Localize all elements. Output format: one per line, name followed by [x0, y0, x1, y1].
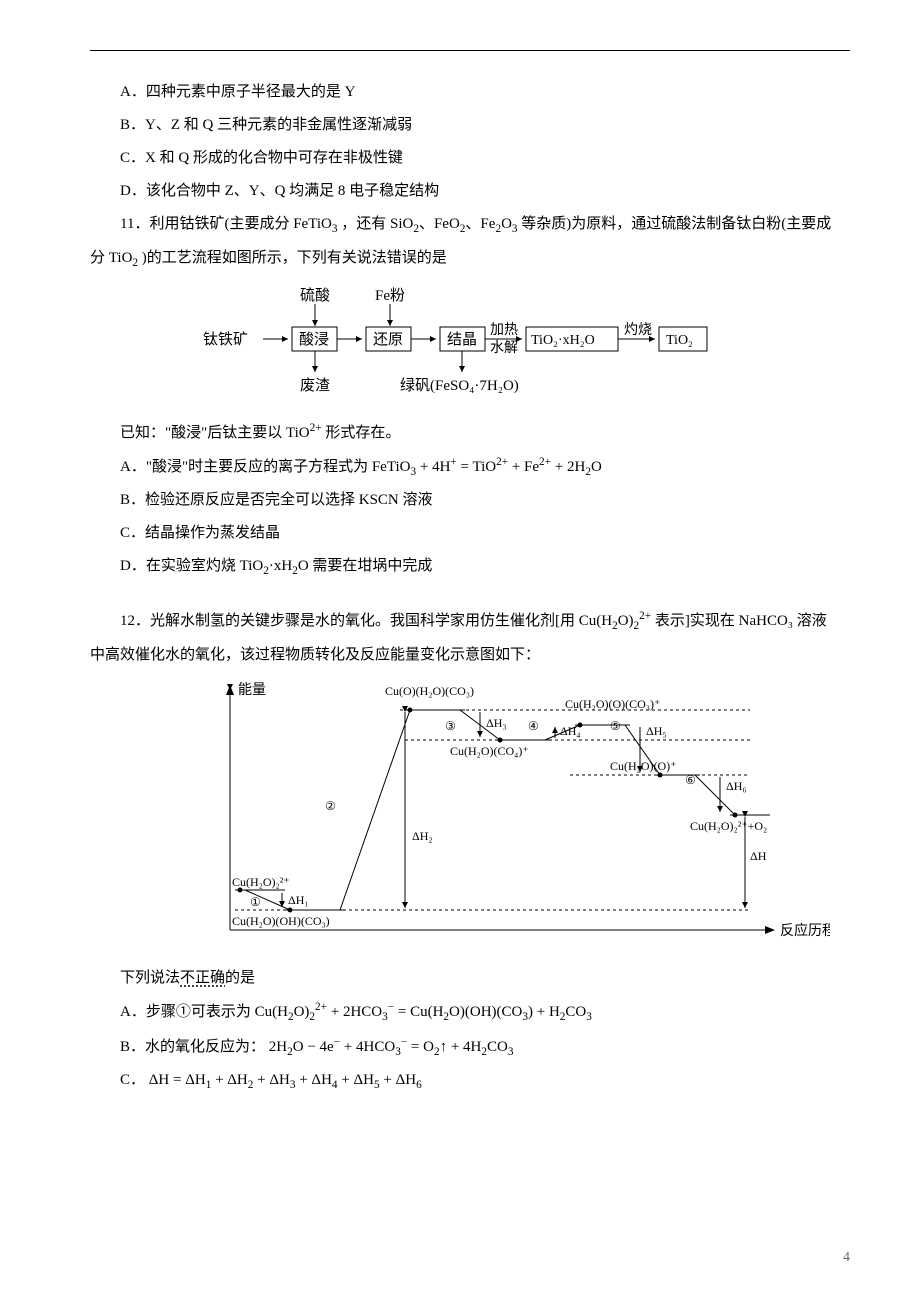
q12-s-suf: 表示]实现在 NaHCO₃ 溶液	[655, 613, 827, 629]
q12-post: 下列说法不正确的是	[90, 962, 850, 995]
q10-opt-c: C．X 和 Q 形成的化合物中可存在非极性键	[90, 142, 850, 175]
flow-top1: 硫酸	[300, 287, 330, 304]
q11-stem-pre: 11．利用钴铁矿(主要成分	[120, 216, 289, 232]
q11-stem-line2: 分 TiO2 )的工艺流程如图所示，下列有关说法错误的是	[90, 242, 850, 276]
flow-top2: Fe粉	[375, 287, 405, 304]
flow-n5: TiO₂·xH₂O	[531, 333, 595, 348]
q12-post-pre: 下列说法	[120, 970, 180, 986]
g-c3: ③	[445, 719, 456, 733]
q11-opt-a: A．"酸浸"时主要反应的离子方程式为 FeTiO3 + 4H+ = TiO2+ …	[90, 450, 850, 485]
g-dh4: ΔH₄	[560, 724, 581, 738]
q12-s-pre: 12．光解水制氢的关键步骤是水的氧化。我国科学家用仿生催化剂[用	[120, 613, 575, 629]
q12-b-pre: B．水的氧化反应为：	[120, 1039, 265, 1055]
g-p4: Cu(H₂O)(O)⁺	[610, 759, 677, 773]
q11-known-pre: 已知："酸浸"后钛主要以	[120, 425, 282, 441]
g-p7: Cu(H₂O)(OH)(CO₃)	[232, 914, 330, 928]
g-dh3: ΔH₃	[486, 716, 507, 730]
g-p6: Cu(H₂O)₂²⁺	[232, 875, 290, 889]
g-c1: ①	[250, 895, 261, 909]
q12-stem-line2: 中高效催化水的氧化，该过程物质转化及反应能量变化示意图如下：	[90, 639, 850, 672]
q11-opt-d: D．在实验室灼烧 TiO2·xH2O 需要在坩埚中完成	[90, 550, 850, 584]
flow-midbot: 水解	[490, 340, 518, 356]
ylab: 能量	[238, 682, 266, 698]
g-dh: ΔH	[750, 849, 767, 863]
q12-post-suf: 的是	[225, 970, 255, 986]
g-p2: Cu(H₂O)(O)(CO₃)⁺	[565, 697, 660, 711]
flow-b1: 废渣	[300, 377, 330, 394]
q12-opt-b: B．水的氧化反应为： 2H2O − 4e− + 4HCO3− = O2↑ + 4…	[90, 1030, 850, 1065]
q10-opt-a: A．四种元素中原子半径最大的是 Y	[90, 76, 850, 109]
q11-stem: 11．利用钴铁矿(主要成分 FeTiO3 ，还有 SiO2、FeO2、Fe2O3…	[90, 208, 850, 242]
q11-stem-mid: ，还有	[341, 216, 386, 232]
q12-energy-diagram: 能量 反应历程 Cu(H₂O)₂²⁺ ① ΔH₁ Cu(H₂O)(OH)(CO₃…	[90, 680, 850, 950]
q12-opt-c: C． ΔH = ΔH1 + ΔH2 + ΔH3 + ΔH4 + ΔH5 + ΔH…	[90, 1064, 850, 1098]
g-dh5: ΔH₅	[646, 724, 667, 738]
g-p1: Cu(O)(H₂O)(CO₃)	[385, 684, 474, 698]
q11-l2-pre: 分	[90, 250, 105, 266]
g-c6: ⑥	[685, 773, 696, 787]
flow-lbl5: 灼烧	[624, 322, 652, 338]
q11-known-suf: 形式存在。	[325, 425, 400, 441]
q12-opt-a: A．步骤①可表示为 Cu(H2O)22+ + 2HCO3− = Cu(H2O)(…	[90, 995, 850, 1030]
flow-b2: 绿矾(FeSO₄·7H₂O)	[400, 377, 519, 394]
flow-n4: 结晶	[447, 331, 477, 348]
g-c4: ④	[528, 719, 539, 733]
page-number: 4	[843, 1243, 850, 1274]
q11-d-pre: D．在实验室灼烧	[120, 558, 236, 574]
flow-n3: 还原	[373, 331, 403, 348]
q11-a-pre: A．"酸浸"时主要反应的离子方程式为	[120, 459, 368, 475]
g-c5: ⑤	[610, 719, 621, 733]
flow-n6: TiO₂	[666, 333, 693, 348]
flow-midtop: 加热	[490, 322, 518, 338]
q11-opt-b: B．检验还原反应是否完全可以选择 KSCN 溶液	[90, 484, 850, 517]
q12-post-ud: 不正确	[180, 970, 225, 986]
q11-stem-end: 等杂质)为原料，通过硫酸法制备钛白粉(主要成	[521, 216, 831, 232]
flow-n2: 酸浸	[299, 331, 329, 348]
g-dh6: ΔH₆	[726, 779, 747, 793]
q11-opt-c: C．结晶操作为蒸发结晶	[90, 517, 850, 550]
g-c2: ②	[325, 799, 336, 813]
q12-stem: 12．光解水制氢的关键步骤是水的氧化。我国科学家用仿生催化剂[用 Cu(H2O)…	[90, 604, 850, 639]
top-rule	[90, 50, 850, 51]
q11-l2-post: )的工艺流程如图所示，下列有关说法错误的是	[142, 250, 447, 266]
q12-c-pre: C．	[120, 1072, 145, 1088]
q10-opt-d: D．该化合物中 Z、Y、Q 均满足 8 电子稳定结构	[90, 175, 850, 208]
g-dh1: ΔH₁	[288, 893, 309, 907]
g-dh2: ΔH₂	[412, 829, 433, 843]
g-p5: Cu(H₂O)₂²⁺+O₂	[690, 819, 767, 833]
q11-known: 已知："酸浸"后钛主要以 TiO2+ 形式存在。	[90, 416, 850, 450]
q12-a-pre: A．步骤①可表示为	[120, 1004, 251, 1020]
q11-d-suf: 需要在坩埚中完成	[312, 558, 432, 574]
q11-flowchart: 硫酸 Fe粉 钛铁矿 酸浸 还原 结晶 加热 水解 TiO₂·xH₂O 灼烧 T…	[90, 284, 850, 404]
xlab: 反应历程	[780, 922, 830, 939]
g-p3: Cu(H₂O)(CO₄)⁺	[450, 744, 529, 758]
q10-opt-b: B．Y、Z 和 Q 三种元素的非金属性逐渐减弱	[90, 109, 850, 142]
flow-n1: 钛铁矿	[203, 331, 248, 348]
